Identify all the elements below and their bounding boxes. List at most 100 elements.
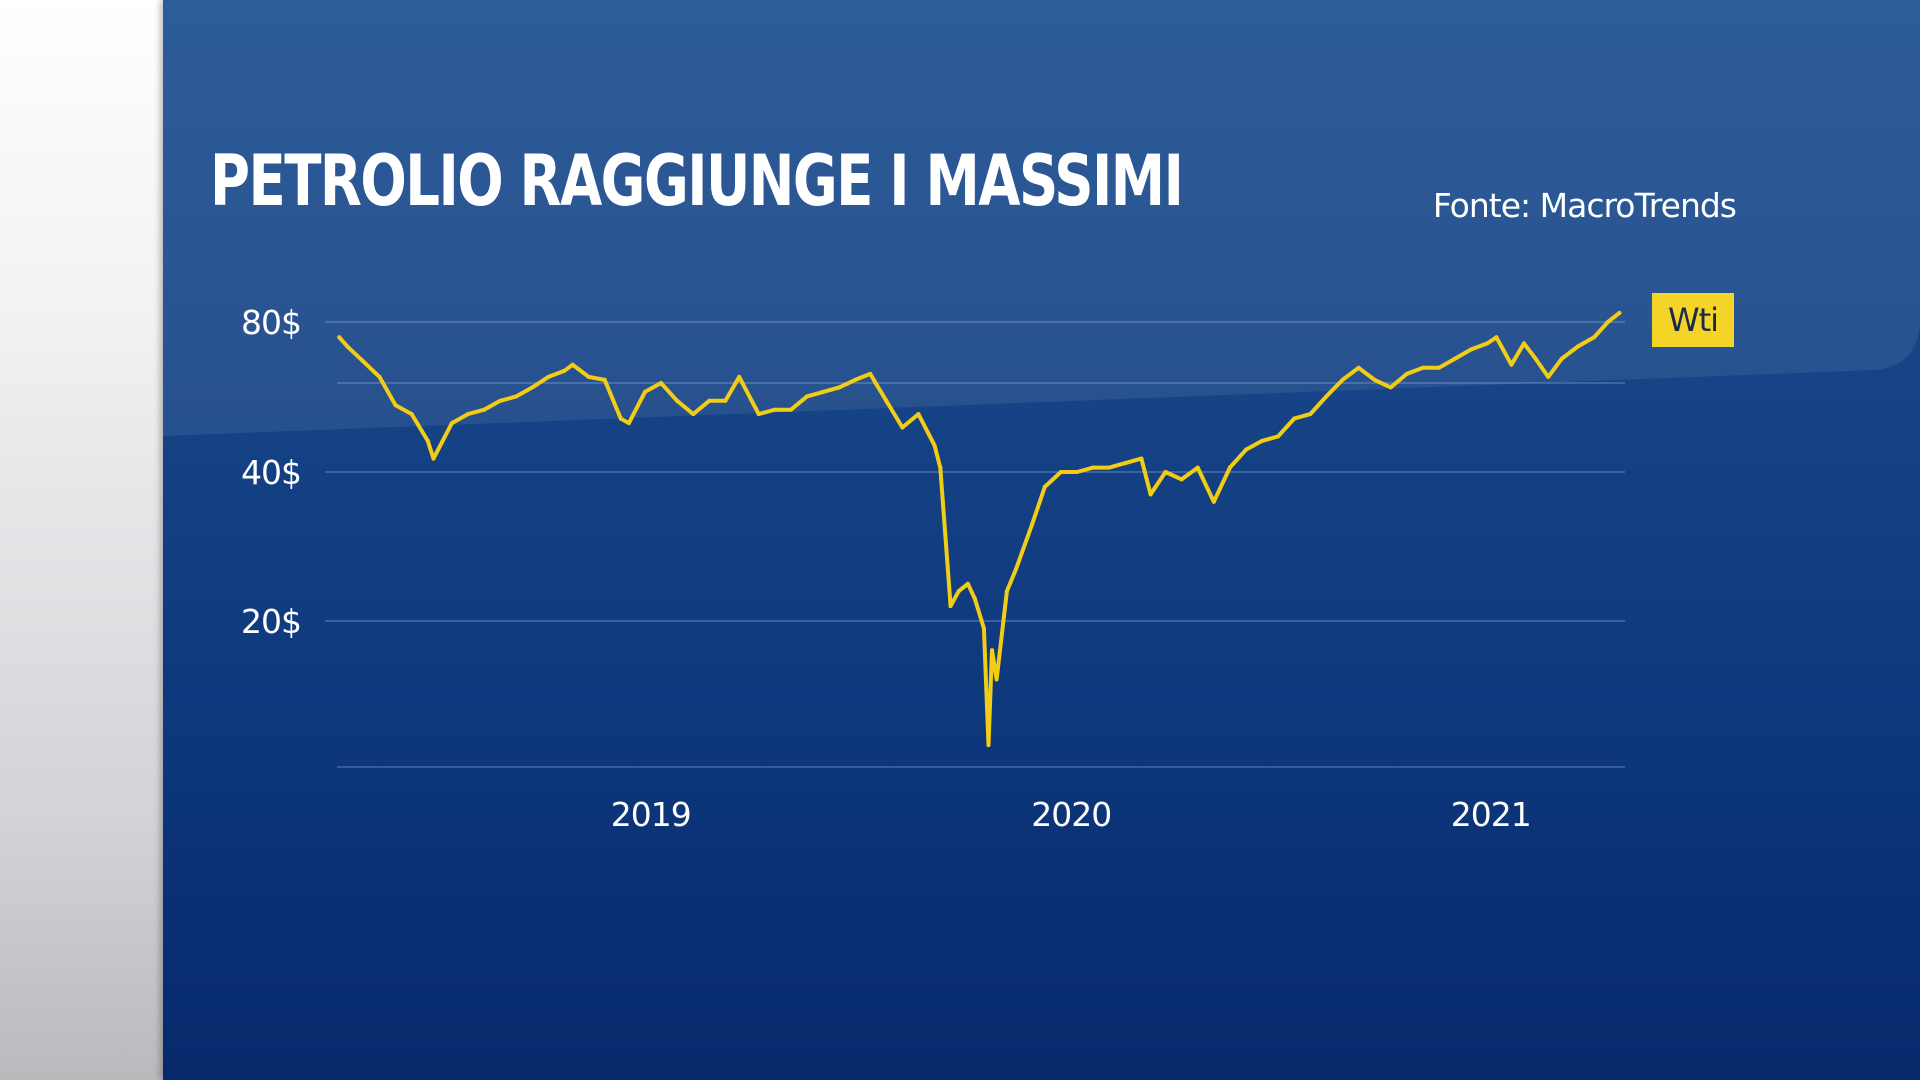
data-point (821, 389, 826, 394)
data-point (1453, 356, 1458, 361)
data-point (1485, 341, 1490, 346)
data-point (938, 465, 943, 470)
data-point (1340, 377, 1345, 382)
data-point (1420, 365, 1425, 370)
data-point (994, 677, 999, 682)
data-point (1469, 347, 1474, 352)
data-point (723, 398, 728, 403)
data-point (1559, 356, 1564, 361)
data-point (1576, 344, 1580, 349)
data-point (1179, 477, 1184, 482)
data-point (1260, 438, 1264, 443)
x-tick-label: 2021 (1451, 795, 1531, 834)
data-point (853, 377, 858, 382)
data-point (788, 407, 793, 412)
data-point (1148, 492, 1153, 497)
data-point (1592, 335, 1597, 340)
data-point (1211, 499, 1216, 504)
data-point (916, 412, 921, 417)
data-point (1292, 416, 1297, 421)
data-point (1437, 365, 1441, 370)
data-point (932, 443, 937, 448)
data-point (1123, 461, 1128, 466)
data-point (837, 385, 842, 390)
data-point (345, 344, 350, 349)
data-point (1107, 465, 1112, 470)
data-point (1509, 362, 1514, 367)
data-point (805, 394, 809, 399)
data-point (1227, 465, 1232, 470)
data-point (1308, 412, 1313, 417)
y-tick-label: 80$ (241, 303, 301, 342)
data-point (1522, 341, 1526, 346)
data-point (986, 743, 991, 748)
data-point (1356, 365, 1361, 370)
series-line-wti (337, 310, 1622, 748)
data-point (570, 362, 575, 367)
source-note: Fonte: MacroTrends (1432, 186, 1737, 225)
data-point (337, 335, 342, 340)
data-point (707, 398, 712, 403)
data-point (361, 359, 366, 364)
chart-title: PETROLIO RAGGIUNGE I MASSIMI (210, 140, 1184, 222)
data-point (1617, 310, 1622, 315)
data-point (972, 596, 977, 601)
data-point (431, 456, 436, 461)
data-point (1195, 465, 1200, 470)
data-point (409, 412, 414, 417)
data-point (1058, 470, 1063, 474)
legend-item-wti: Wti (1652, 293, 1734, 347)
data-point (1276, 434, 1281, 439)
data-point (643, 389, 647, 394)
data-point (1404, 371, 1409, 376)
side-strip (0, 0, 163, 1080)
x-tick-label: 2019 (611, 795, 691, 834)
data-point (1494, 335, 1499, 340)
data-point (772, 407, 777, 412)
data-point (868, 371, 873, 376)
data-point (1243, 447, 1248, 452)
data-point (737, 374, 742, 379)
data-point (965, 581, 970, 586)
data-point (884, 398, 889, 403)
data-point (1605, 320, 1610, 324)
data-point (618, 416, 623, 421)
data-point (602, 377, 607, 382)
data-point (691, 412, 696, 417)
data-point (990, 648, 994, 653)
data-point (482, 407, 487, 412)
data-point (1030, 522, 1035, 527)
data-point (1042, 484, 1047, 489)
data-point (1533, 356, 1538, 361)
data-point (1388, 385, 1393, 390)
data-point (393, 403, 398, 408)
data-point (546, 374, 551, 379)
data-point (1324, 394, 1329, 399)
chart-panel (163, 0, 1920, 1080)
glass-sheen (163, 0, 1920, 436)
data-point (449, 421, 454, 426)
data-point (514, 394, 519, 399)
data-point (1163, 470, 1168, 474)
y-tick-label: 20$ (241, 602, 301, 641)
data-point (981, 626, 986, 631)
data-point (1546, 374, 1551, 379)
x-tick-label: 2020 (1031, 795, 1111, 834)
data-point (1004, 589, 1009, 594)
data-point (626, 421, 631, 426)
data-point (756, 412, 761, 417)
data-point (377, 374, 382, 379)
data-point (675, 398, 680, 403)
data-point (1139, 456, 1144, 461)
data-point (1075, 470, 1079, 474)
data-point (659, 381, 663, 385)
data-point (1014, 566, 1019, 571)
data-point (562, 368, 567, 373)
data-point (900, 425, 905, 430)
y-tick-label: 40$ (241, 453, 301, 492)
data-point (586, 374, 591, 379)
data-point (425, 438, 430, 443)
data-point (498, 398, 503, 403)
data-point (530, 385, 535, 390)
